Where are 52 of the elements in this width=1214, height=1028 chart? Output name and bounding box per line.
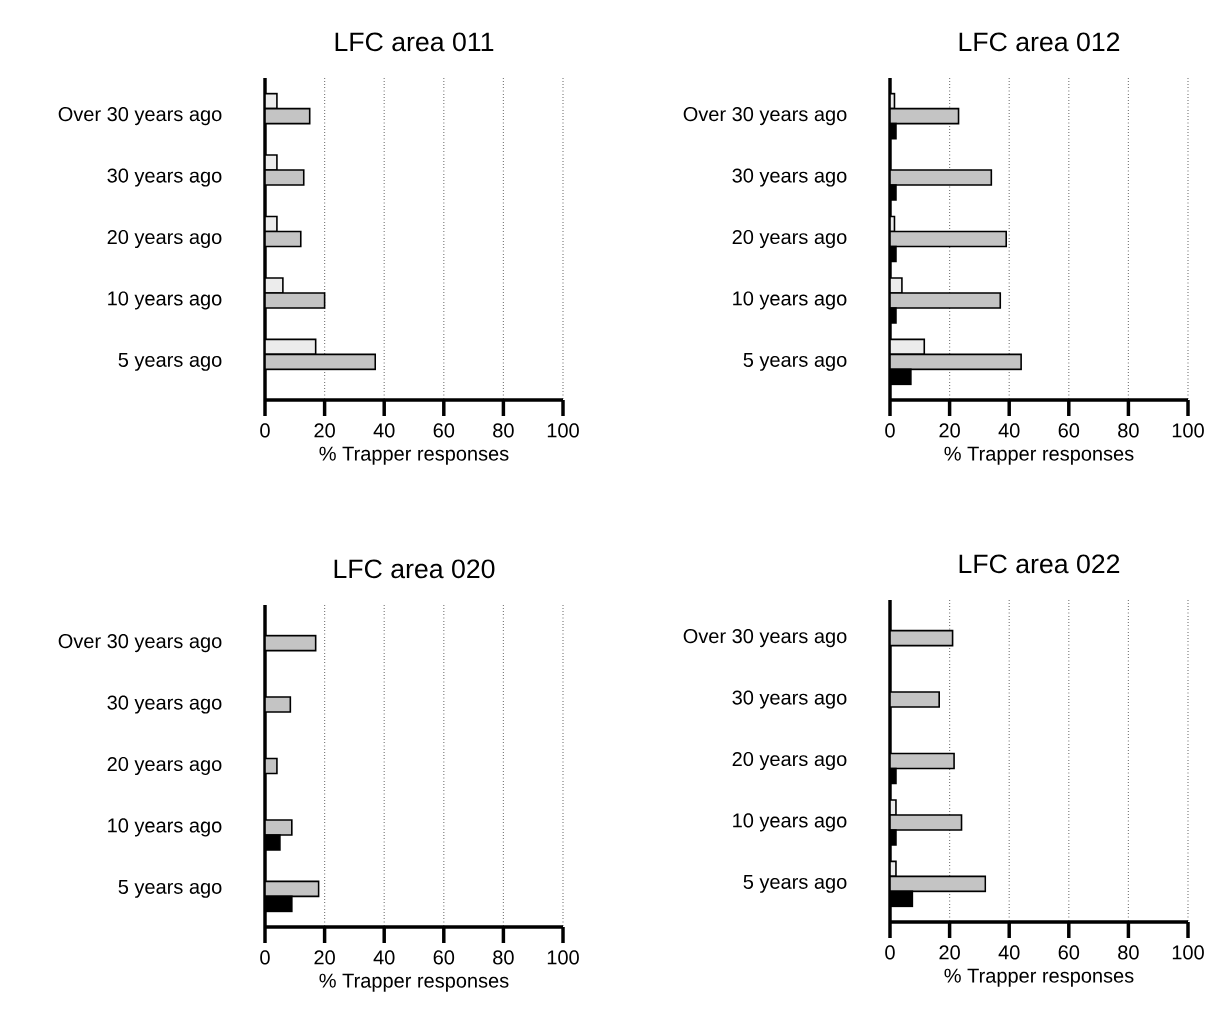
chart-title: LFC area 011 xyxy=(335,32,494,52)
x-tick-label: 40 xyxy=(373,423,395,438)
y-tick-label: Over 30 years ago xyxy=(58,107,222,126)
x-tick-label: 60 xyxy=(1058,945,1080,960)
x-tick-label: 80 xyxy=(1118,945,1139,960)
x-tick-label: 100 xyxy=(547,423,579,438)
x-tick-label: 20 xyxy=(939,945,960,960)
y-tick-label: 30 years ago xyxy=(107,695,222,714)
y-tick-label: 30 years ago xyxy=(107,168,222,187)
y-tick-label: 10 years ago xyxy=(733,291,847,310)
y-tick-label: 10 years ago xyxy=(108,291,222,310)
x-tick-label: 80 xyxy=(493,950,514,965)
x-tick-label: 60 xyxy=(1058,423,1080,438)
y-tick-label: 20 years ago xyxy=(732,751,847,771)
x-axis-title: % Trapper responses xyxy=(944,968,1134,987)
x-tick-label: 20 xyxy=(314,423,335,438)
x-tick-label: 0 xyxy=(885,945,895,960)
x-tick-label: 40 xyxy=(998,423,1020,438)
x-tick-label: 80 xyxy=(493,423,514,438)
y-tick-label: Over 30 years ago xyxy=(58,634,222,653)
x-tick-label: 0 xyxy=(885,423,895,438)
x-tick-label: 20 xyxy=(939,423,960,438)
x-tick-label: 20 xyxy=(314,950,335,965)
chart-title: LFC area 012 xyxy=(959,32,1120,52)
y-tick-label: 20 years ago xyxy=(107,229,222,249)
x-tick-label: 0 xyxy=(260,423,270,438)
y-tick-label: 5 years ago xyxy=(743,352,847,371)
y-tick-label: 10 years ago xyxy=(108,818,222,837)
x-tick-label: 60 xyxy=(433,950,455,965)
y-tick-label: 20 years ago xyxy=(107,756,222,776)
x-tick-label: 100 xyxy=(1172,423,1204,438)
x-axis-title: % Trapper responses xyxy=(319,446,509,465)
y-tick-label: 5 years ago xyxy=(118,352,222,371)
x-tick-label: 40 xyxy=(373,950,395,965)
x-tick-label: 60 xyxy=(433,423,455,438)
y-tick-label: 20 years ago xyxy=(732,229,847,249)
x-tick-label: 100 xyxy=(547,950,579,965)
y-tick-label: 5 years ago xyxy=(743,874,847,893)
chart-title: LFC area 020 xyxy=(334,559,495,579)
x-tick-label: 40 xyxy=(998,945,1020,960)
x-axis-title: % Trapper responses xyxy=(944,446,1134,465)
x-axis-title: % Trapper responses xyxy=(319,973,509,992)
y-tick-label: Over 30 years ago xyxy=(683,629,847,648)
y-tick-label: 5 years ago xyxy=(118,879,222,898)
y-tick-label: Over 30 years ago xyxy=(683,107,847,126)
chart-title: LFC area 022 xyxy=(959,554,1120,574)
x-tick-label: 0 xyxy=(260,950,270,965)
y-tick-label: 30 years ago xyxy=(732,690,847,709)
x-tick-label: 100 xyxy=(1172,945,1204,960)
y-tick-label: 30 years ago xyxy=(732,168,847,187)
y-tick-label: 10 years ago xyxy=(733,813,847,832)
x-tick-label: 80 xyxy=(1118,423,1139,438)
